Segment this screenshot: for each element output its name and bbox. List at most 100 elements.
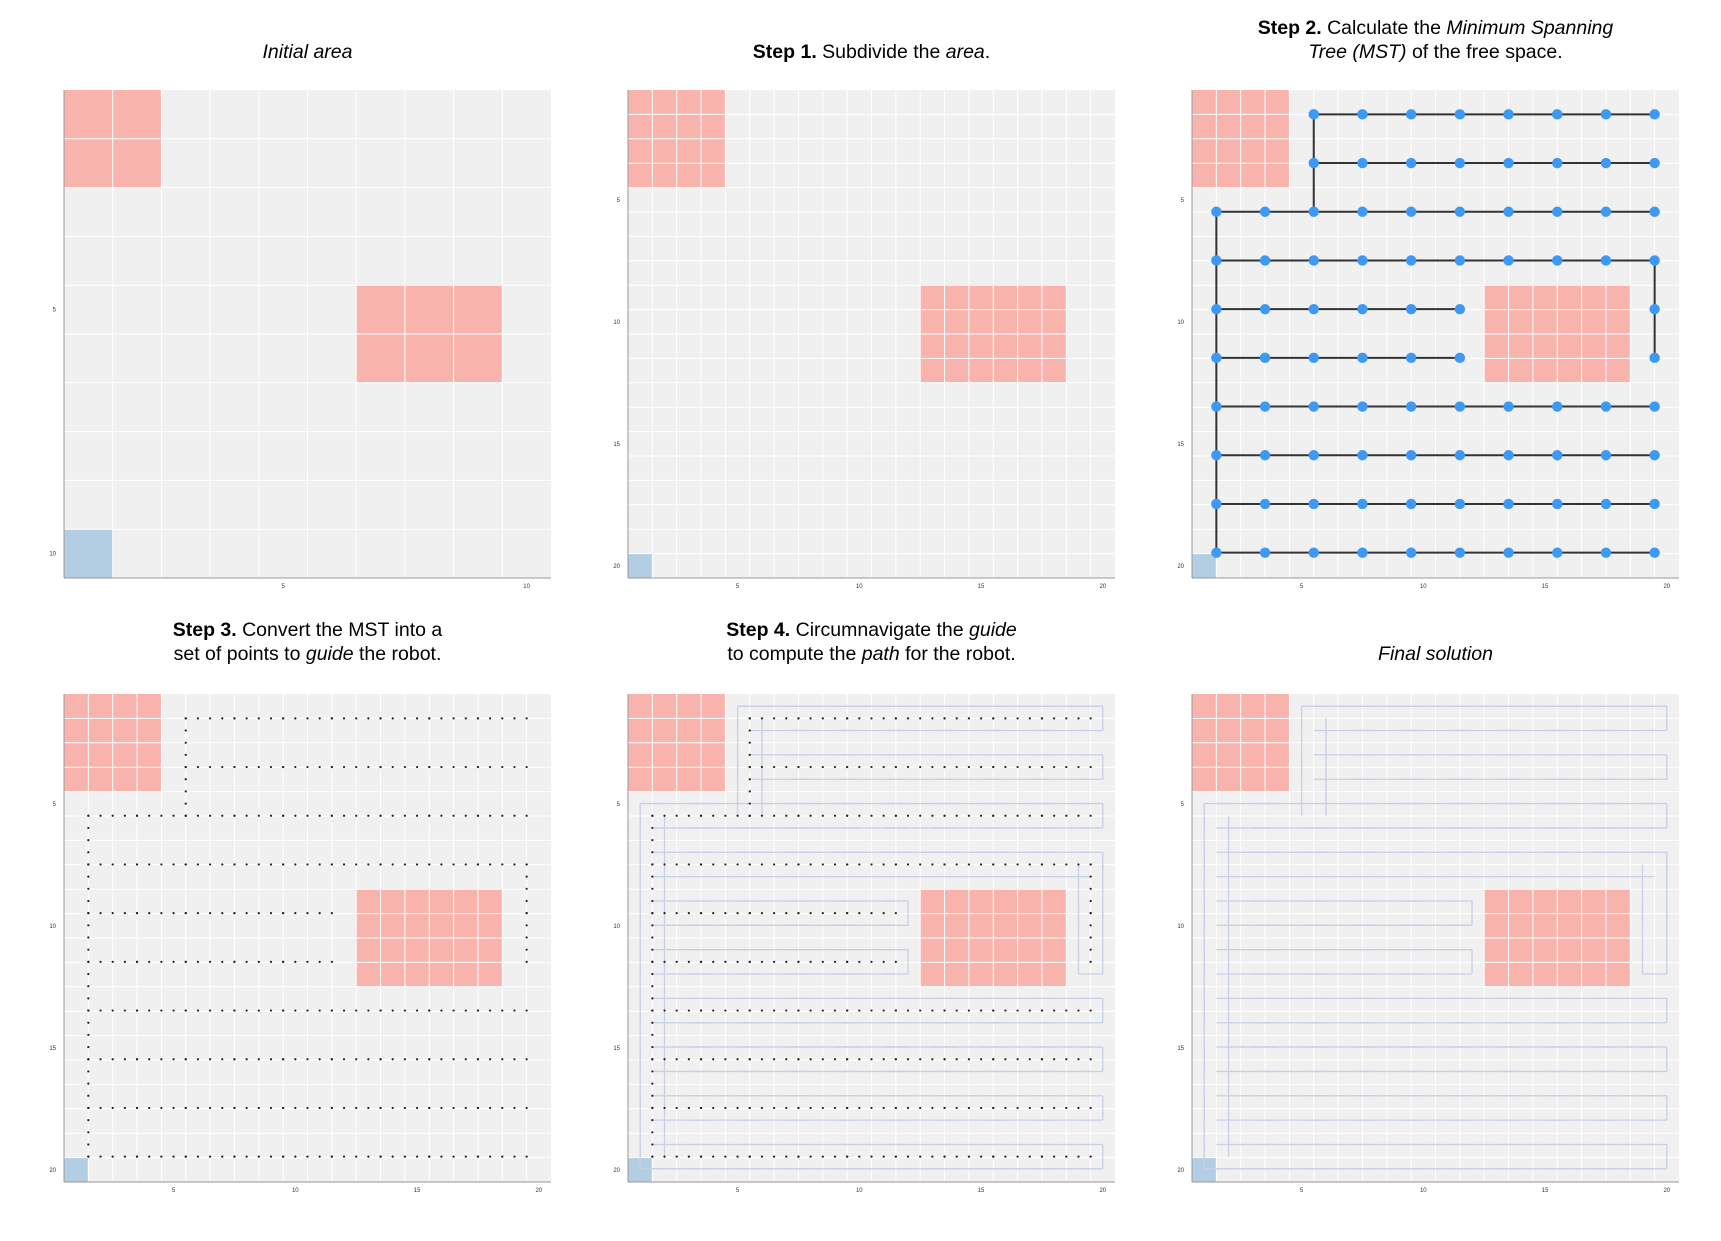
guide-point — [992, 814, 995, 817]
guide-point — [894, 1155, 897, 1158]
guide-point — [919, 1009, 922, 1012]
mst-node — [1357, 206, 1368, 217]
guide-point — [440, 1155, 443, 1158]
guide-point — [464, 814, 467, 817]
guide-point — [1016, 1106, 1019, 1110]
guide-point — [699, 960, 703, 963]
guide-point — [1016, 814, 1019, 817]
guide-point — [501, 1009, 504, 1012]
guide-point — [367, 1058, 370, 1061]
guide-point — [342, 1155, 346, 1158]
guide-point — [428, 1009, 431, 1012]
mst-node — [1600, 547, 1612, 558]
guide-point — [489, 1058, 492, 1061]
guide-point — [1053, 1009, 1056, 1012]
guide-point — [809, 912, 812, 915]
guide-point — [821, 717, 824, 720]
guide-point — [355, 765, 358, 769]
guide-point — [294, 863, 297, 866]
y-tick-label: 20 — [613, 564, 620, 570]
guide-point — [773, 863, 776, 866]
guide-point — [135, 1058, 139, 1061]
guide-point — [294, 912, 297, 915]
guide-point — [1089, 948, 1092, 951]
guide-point — [833, 1155, 837, 1158]
mst-node — [1454, 547, 1466, 558]
guide-point — [833, 1058, 837, 1061]
guide-point — [1089, 1106, 1092, 1110]
guide-point — [833, 814, 837, 817]
guide-point — [452, 863, 455, 866]
guide-point — [1004, 814, 1007, 817]
guide-point — [184, 717, 187, 720]
title-fragment: area — [945, 41, 985, 63]
guide-point — [501, 717, 504, 720]
x-tick-label: 10 — [856, 1188, 863, 1194]
title-fragment: the robot. — [353, 643, 442, 665]
mst-node — [1308, 206, 1319, 217]
guide-point — [306, 960, 309, 963]
guide-points — [651, 717, 1092, 1158]
guide-point — [294, 814, 297, 817]
y-tick-label: 5 — [617, 802, 621, 808]
guide-point — [967, 717, 971, 720]
guide-point — [870, 960, 873, 963]
guide-point — [489, 814, 492, 817]
guide-point — [724, 1058, 727, 1061]
guide-point — [87, 1106, 90, 1110]
guide-point — [687, 863, 690, 866]
x-tick-label: 5 — [736, 584, 740, 590]
guide-point — [525, 863, 528, 866]
guide-point — [245, 765, 248, 769]
guide-point — [489, 1106, 492, 1110]
guide-point — [489, 717, 492, 720]
x-tick-label: 10 — [856, 584, 863, 590]
guide-point — [760, 1155, 764, 1158]
guide-point — [282, 863, 285, 866]
guide-point — [955, 765, 958, 769]
guide-point — [318, 960, 321, 963]
guide-point — [135, 1009, 139, 1012]
guide-point — [111, 1009, 114, 1012]
guide-point — [403, 814, 406, 817]
mst-node — [1259, 498, 1271, 510]
mst-node — [1503, 255, 1514, 266]
guide-point — [821, 1058, 824, 1061]
guide-point — [821, 1009, 824, 1012]
guide-point — [135, 912, 139, 915]
guide-point — [748, 960, 751, 963]
panel-title-step3: Step 3. Convert the MST into a set of poi… — [44, 618, 571, 666]
guide-point — [294, 1058, 297, 1061]
guide-point — [99, 1155, 102, 1158]
guide-point — [306, 1155, 309, 1158]
mst-node — [1454, 352, 1466, 364]
guide-point — [160, 912, 163, 915]
guide-point — [257, 1155, 260, 1158]
title-fragment: to compute the — [727, 643, 862, 665]
guide-point — [184, 790, 187, 793]
guide-point — [1065, 717, 1068, 720]
guide-point — [184, 1106, 187, 1110]
guide-point — [712, 1106, 715, 1110]
mst-node — [1405, 450, 1417, 461]
guide-point — [233, 814, 236, 817]
guide-point — [797, 1106, 800, 1110]
guide-point — [525, 765, 528, 769]
mst-node — [1308, 109, 1319, 120]
guide-point — [1028, 863, 1031, 866]
y-tick-label: 5 — [53, 308, 57, 314]
guide-point — [797, 765, 800, 769]
guide-point — [858, 1058, 861, 1061]
guide-point — [858, 717, 861, 720]
guide-point — [440, 1106, 443, 1110]
mst-node — [1454, 206, 1466, 217]
guide-point — [196, 1106, 200, 1110]
guide-point — [160, 1058, 163, 1061]
guide-point — [172, 1009, 175, 1012]
guide-point — [785, 960, 788, 963]
guide-point — [111, 1058, 114, 1061]
guide-point — [318, 765, 321, 769]
guide-point — [135, 1155, 139, 1158]
guide-point — [919, 1106, 922, 1110]
guide-point — [318, 1009, 321, 1012]
